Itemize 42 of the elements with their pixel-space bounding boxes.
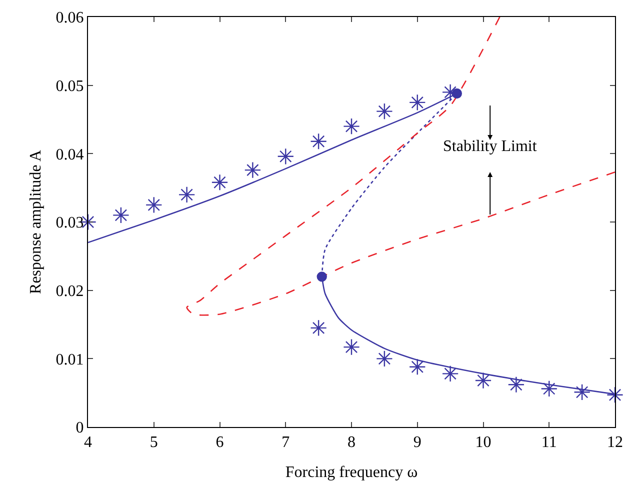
point — [343, 338, 360, 356]
y-tick-label: 0.05 — [56, 78, 84, 95]
y-tick-label: 0 — [76, 420, 84, 437]
point — [606, 386, 624, 404]
y-tick-label: 0.01 — [56, 351, 84, 368]
line-series — [186, 17, 615, 316]
point — [244, 162, 262, 178]
y-tick-label: 0.03 — [56, 214, 84, 232]
x-tick-label: 10 — [475, 434, 492, 452]
point — [145, 196, 162, 214]
x-axis-title: Forcing frequency ω — [285, 464, 418, 481]
point — [508, 376, 525, 394]
point — [310, 320, 327, 336]
y-tick-label: 0.06 — [56, 10, 84, 27]
point — [277, 148, 294, 165]
point — [310, 132, 327, 150]
point — [452, 88, 462, 99]
point — [376, 350, 393, 368]
point — [574, 384, 590, 401]
point — [442, 365, 459, 382]
x-tick-label: 7 — [282, 434, 290, 452]
point — [211, 174, 228, 191]
point — [112, 206, 130, 224]
point — [376, 102, 393, 120]
point — [316, 272, 327, 282]
point — [408, 358, 426, 376]
point — [408, 94, 426, 111]
y-tick-label: 0.02 — [56, 282, 84, 300]
point — [343, 118, 360, 135]
y-tick-label: 0.04 — [56, 146, 84, 164]
x-tick-label: 9 — [413, 434, 422, 452]
y-axis-title: Response amplitude A — [28, 150, 45, 294]
x-tick-label: 5 — [150, 434, 158, 452]
annotation: Stability Limit — [443, 138, 538, 155]
x-tick-label: 4 — [84, 434, 92, 452]
x-tick-label: 12 — [607, 434, 623, 452]
point — [540, 380, 558, 398]
point — [474, 372, 492, 389]
point — [178, 186, 196, 204]
x-tick-label: 11 — [541, 434, 557, 452]
x-tick-label: 8 — [348, 434, 356, 452]
x-tick-label: 6 — [216, 434, 224, 452]
